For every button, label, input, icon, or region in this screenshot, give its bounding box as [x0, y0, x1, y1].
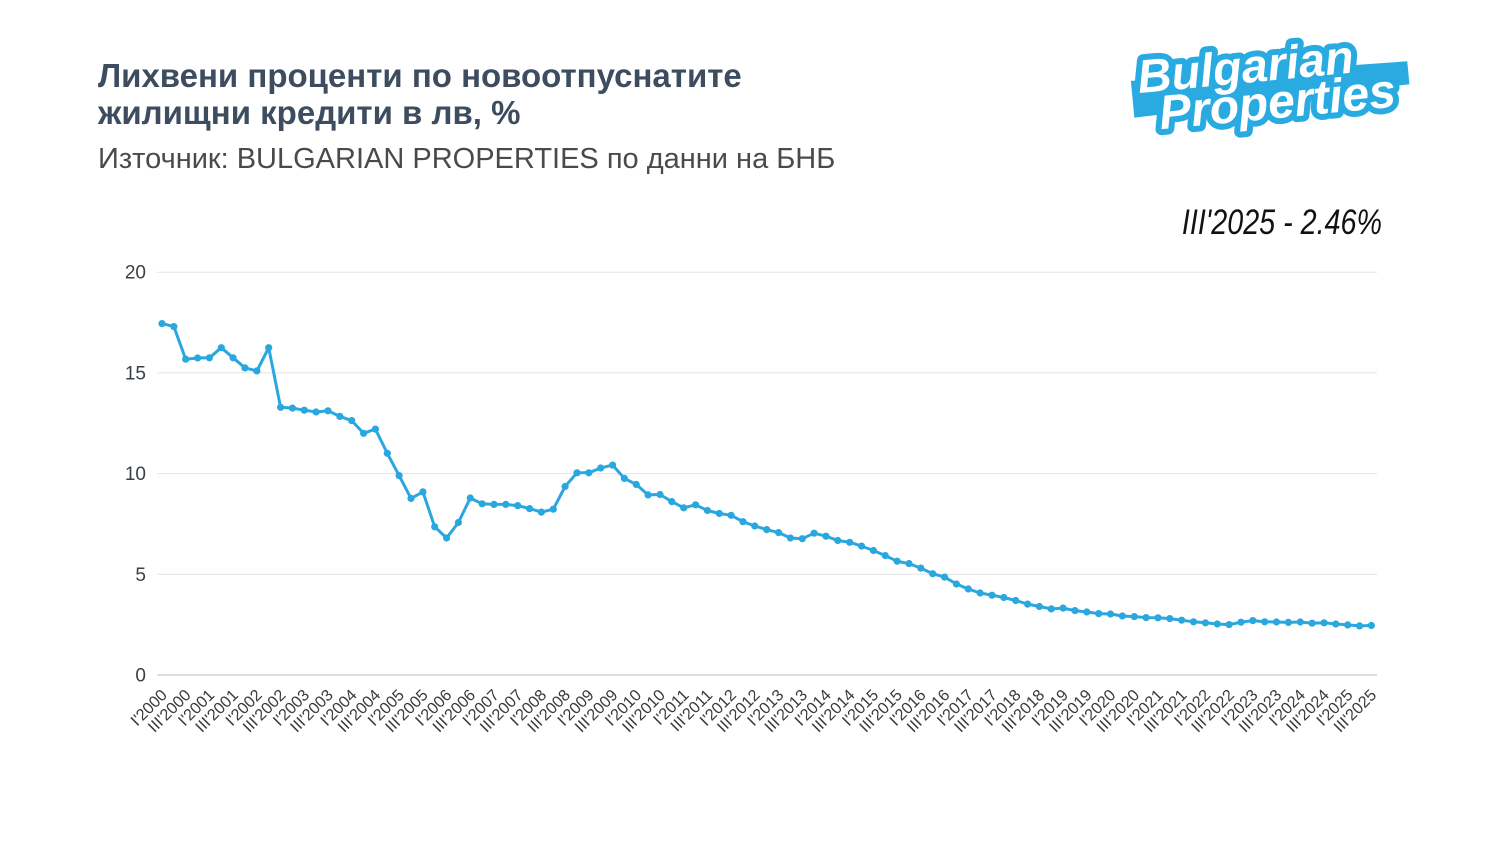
svg-text:5: 5 [135, 565, 146, 586]
svg-text:10: 10 [125, 464, 146, 485]
svg-text:15: 15 [125, 363, 146, 384]
svg-text:20: 20 [125, 263, 146, 284]
svg-text:0: 0 [135, 666, 146, 687]
